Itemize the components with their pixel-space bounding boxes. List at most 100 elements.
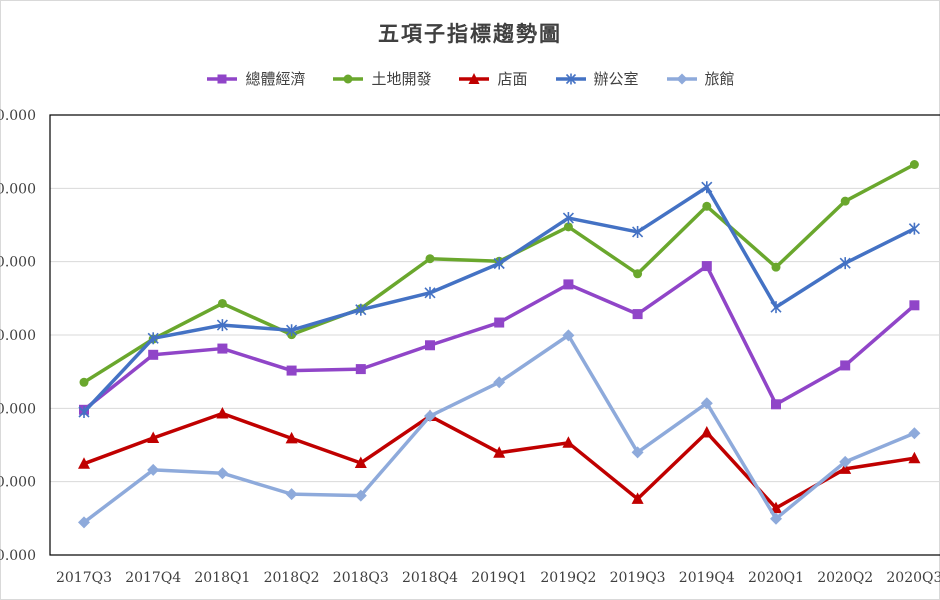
data-point — [839, 455, 852, 468]
data-point — [701, 181, 713, 194]
data-point — [840, 360, 851, 371]
data-point — [217, 343, 228, 354]
x-tick-label: 2018Q3 — [333, 570, 389, 586]
data-point — [909, 300, 920, 311]
data-point — [493, 376, 506, 389]
y-tick-label: 60.000 — [0, 328, 36, 344]
legend-item: 辦公室 — [554, 68, 639, 89]
data-point — [79, 377, 89, 387]
data-point — [147, 463, 160, 476]
chart-title: 五項子指標趨勢圖 — [378, 21, 562, 46]
data-point — [840, 196, 850, 206]
data-point — [216, 406, 229, 419]
data-point — [908, 451, 921, 464]
series-line — [83, 411, 915, 510]
data-point — [147, 431, 160, 444]
x-tick-label: 2019Q1 — [471, 570, 527, 586]
data-point — [285, 488, 298, 501]
legend-label: 辦公室 — [593, 70, 639, 88]
data-point — [702, 201, 712, 211]
data-point — [354, 456, 367, 468]
data-point — [355, 303, 367, 316]
data-point — [286, 324, 298, 337]
data-point — [632, 225, 644, 238]
data-point — [148, 349, 159, 360]
data-point — [286, 365, 297, 376]
legend-label: 店面 — [497, 70, 528, 88]
data-point — [562, 436, 575, 448]
y-tick-label: 20.000 — [0, 475, 36, 491]
data-point — [770, 512, 782, 525]
data-point — [354, 489, 367, 502]
legend-label: 旅館 — [704, 70, 735, 88]
legend-label: 總體經濟 — [245, 70, 306, 88]
y-tick-label: 40.000 — [0, 401, 36, 417]
legend-item: 店面 — [457, 68, 528, 89]
y-tick-label: 100.000 — [0, 181, 36, 197]
data-point — [839, 257, 851, 270]
y-tick-label: 80.000 — [0, 255, 36, 271]
data-point — [633, 269, 643, 279]
data-point — [563, 222, 573, 232]
x-tick-label: 2020Q3 — [886, 570, 940, 586]
data-point — [147, 332, 159, 345]
data-point — [908, 427, 921, 440]
x-tick-label: 2017Q4 — [125, 570, 181, 586]
data-point — [494, 317, 505, 328]
legend-swatch — [555, 73, 586, 84]
legend-label: 土地開發 — [371, 70, 432, 88]
data-point — [909, 160, 919, 169]
legend-swatch — [666, 73, 697, 84]
data-point — [771, 262, 781, 272]
legend-item: 旅館 — [665, 68, 735, 89]
data-point — [700, 397, 713, 410]
x-tick-label: 2020Q2 — [817, 570, 873, 586]
chart-legend: 總體經濟 土地開發 店面 辦公室 旅館 — [0, 68, 940, 89]
data-point — [78, 457, 90, 469]
data-point — [839, 462, 852, 474]
legend-swatch — [459, 72, 490, 84]
data-point — [908, 222, 920, 235]
x-tick-label: 2018Q1 — [194, 570, 250, 586]
legend-item: 土地開發 — [331, 68, 431, 89]
y-tick-label: 0.000 — [0, 548, 36, 564]
data-point — [563, 279, 574, 290]
data-point — [425, 340, 435, 351]
data-point — [770, 501, 782, 514]
y-tick-label: 120.000 — [0, 108, 36, 124]
data-point — [632, 309, 643, 320]
data-point — [216, 319, 228, 332]
data-point — [425, 254, 435, 264]
data-point — [424, 410, 436, 423]
series-line — [82, 333, 916, 524]
x-tick-label: 2020Q1 — [748, 570, 804, 586]
x-tick-label: 2018Q4 — [402, 570, 458, 586]
x-tick-label: 2019Q3 — [610, 570, 666, 586]
data-point — [631, 446, 644, 459]
data-point — [285, 431, 298, 444]
data-point — [493, 446, 506, 458]
data-point — [562, 329, 575, 342]
data-point — [770, 301, 782, 314]
data-point — [217, 298, 227, 308]
data-point — [216, 467, 229, 480]
legend-swatch — [207, 74, 238, 83]
data-point — [562, 212, 574, 225]
data-point — [355, 364, 366, 375]
data-point — [78, 406, 90, 418]
data-point — [78, 516, 90, 529]
data-point — [631, 492, 644, 504]
data-point — [424, 286, 436, 299]
data-point — [700, 426, 713, 438]
legend-swatch — [333, 74, 364, 83]
data-point — [771, 399, 781, 410]
x-tick-label: 2017Q3 — [56, 570, 112, 586]
plot-area — [49, 114, 940, 556]
legend-item: 總體經濟 — [205, 68, 305, 89]
x-tick-label: 2018Q2 — [264, 570, 320, 586]
data-point — [701, 261, 712, 272]
x-tick-label: 2019Q2 — [540, 570, 596, 586]
data-point — [493, 257, 505, 270]
